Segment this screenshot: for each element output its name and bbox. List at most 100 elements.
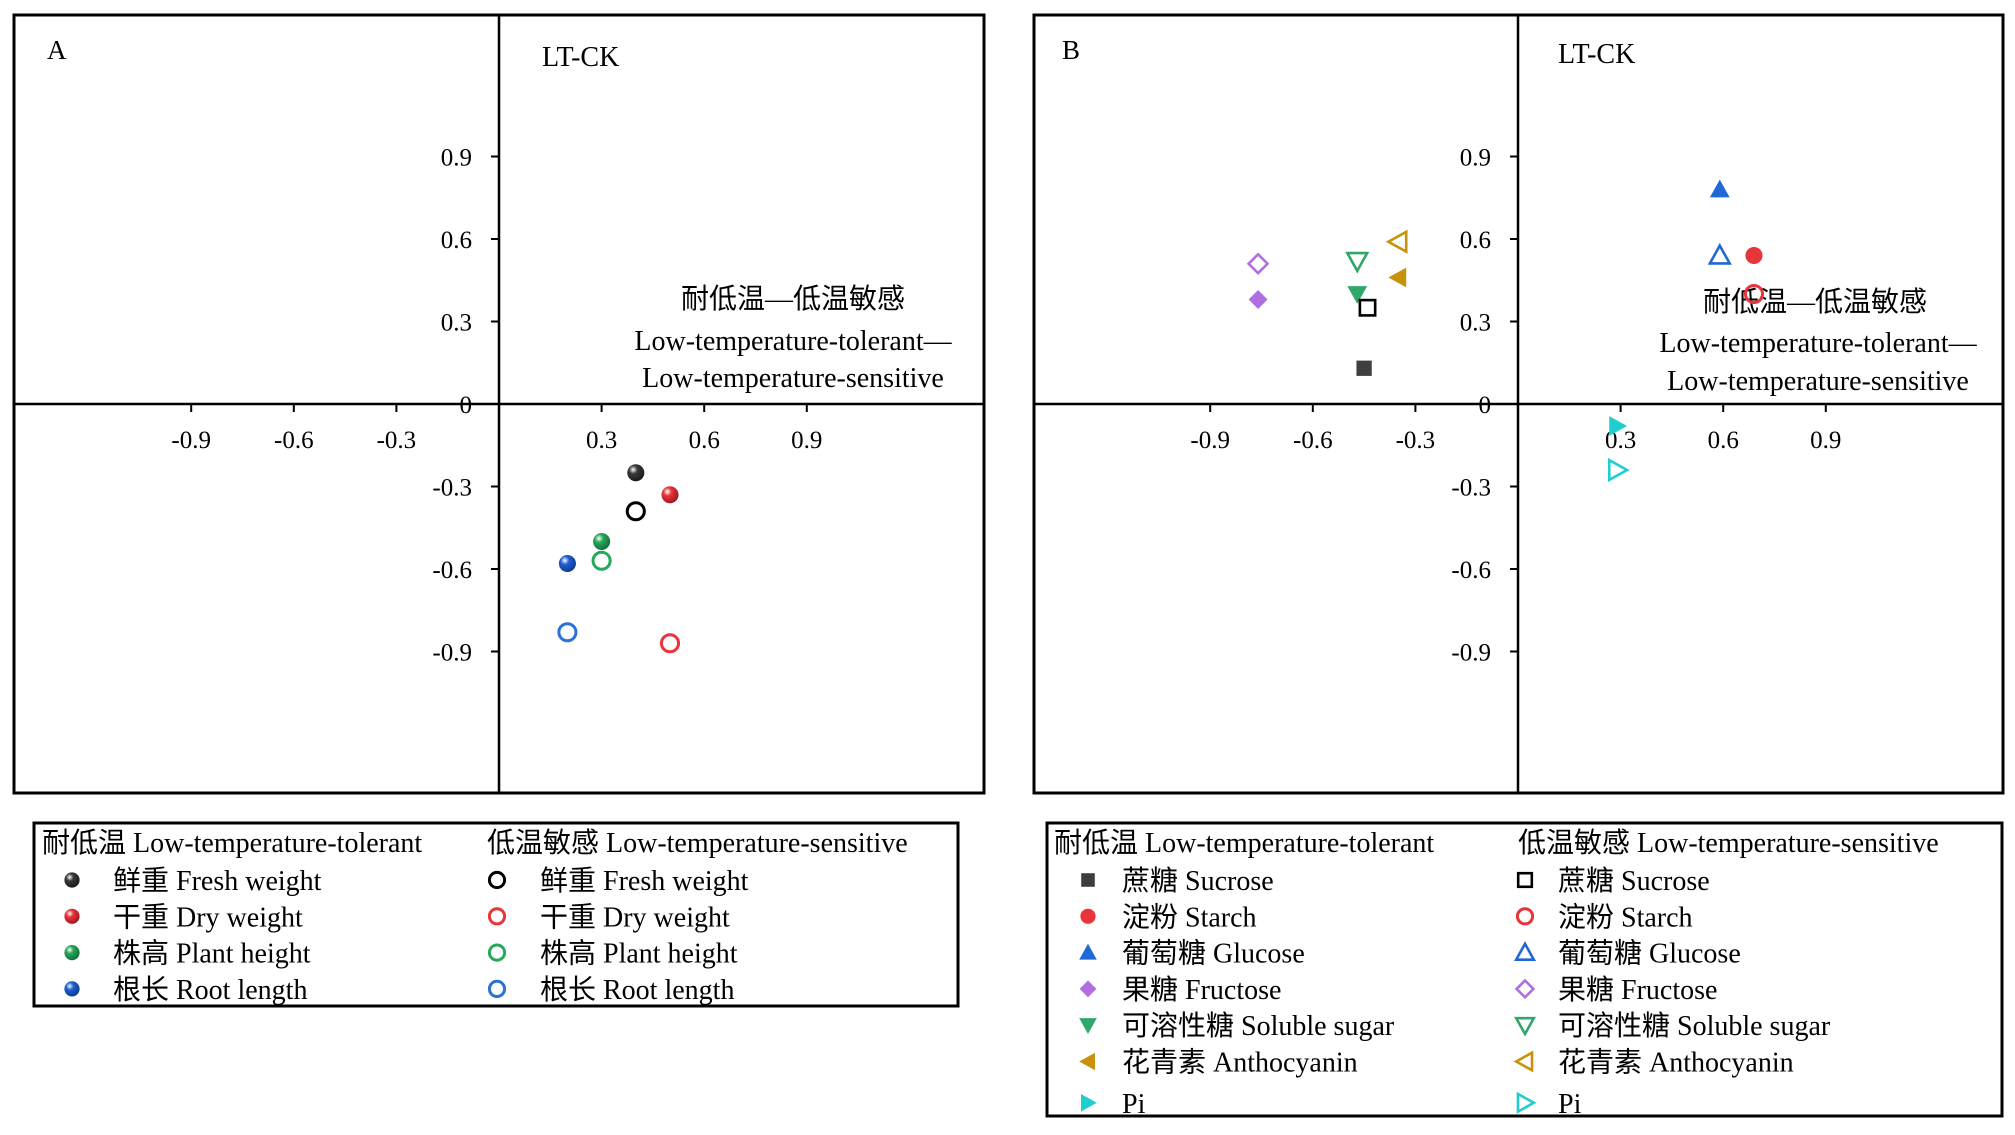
legend-label-sensitive: 可溶性糖 Soluble sugar [1558, 1010, 1831, 1042]
legend-marker-sensitive-anthocyanin [1513, 1050, 1534, 1073]
legend-label-tolerant: 鲜重 Fresh weight [113, 865, 322, 897]
legend-label-sensitive: 果糖 Fructose [1558, 974, 1717, 1006]
x-tick-label: 0.3 [586, 427, 617, 454]
legend-a-items: 鲜重 Fresh weight 干重 Dry weight 株高 Plant hei… [64, 865, 749, 1006]
legend-marker-tolerant-root-length [64, 981, 80, 997]
point-sensitive-dry-weight [659, 633, 681, 654]
point-tolerant-anthocyanin [1388, 267, 1407, 288]
legend-marker-sensitive-soluble-sugar [1513, 1016, 1537, 1037]
point-sensitive-starch [1743, 283, 1765, 305]
y-tick-label: 0 [1479, 392, 1492, 419]
y-tick-label: 0.9 [1460, 145, 1491, 172]
legend-marker-sensitive-plant-height [487, 943, 507, 962]
point-tolerant-soluble-sugar [1347, 286, 1368, 304]
panel-b-annotation-line2: Low-temperature-tolerant— [1659, 328, 1977, 359]
y-tick-label: 0 [460, 392, 473, 419]
legend-b-sensitive-header: 低温敏感 Low-temperature-sensitive [1518, 827, 1939, 859]
panel-b: B LT-CK 耐低温—低温敏感 Low-temperature-toleran… [1032, 13, 2005, 795]
legend-label-sensitive: 干重 Dry weight [540, 901, 730, 933]
legend-a-sensitive-header: 低温敏感 Low-temperature-sensitive [487, 827, 908, 859]
y-tick-label: -0.9 [432, 640, 472, 667]
x-tick-label: 0.9 [791, 427, 822, 454]
legend-b-frame [1045, 821, 2004, 1118]
x-tick-label: -0.9 [171, 427, 211, 454]
legend-marker-sensitive-pi [1516, 1091, 1537, 1114]
legend-b-tolerant-header: 耐低温 Low-temperature-tolerant [1054, 827, 1434, 859]
legend-b: 耐低温 Low-temperature-tolerant 低温敏感 Low-te… [1045, 821, 2004, 1120]
panel-a-annotation-zh: 耐低温—低温敏感 [681, 283, 905, 315]
point-sensitive-soluble-sugar [1345, 251, 1370, 274]
y-tick-label: 0.6 [1460, 227, 1491, 254]
legend-label-tolerant: 根长 Root length [113, 974, 307, 1006]
x-tick-label: 0.6 [1708, 427, 1739, 454]
point-sensitive-plant-height [591, 550, 612, 571]
point-sensitive-root-length [557, 622, 578, 643]
legend-label-sensitive: Pi [1558, 1089, 1582, 1120]
y-tick-label: 0.9 [441, 145, 472, 172]
panel-a-corner-label: LT-CK [542, 42, 619, 73]
legend-marker-sensitive-sucrose [1516, 871, 1534, 889]
point-sensitive-fructose [1246, 252, 1270, 276]
legend-marker-tolerant-sucrose [1081, 873, 1095, 887]
panel-b-annotation-zh: 耐低温—低温敏感 [1703, 286, 1927, 318]
legend-a: 耐低温 Low-temperature-tolerant 低温敏感 Low-te… [32, 821, 960, 1008]
x-tick-label: -0.3 [1396, 427, 1436, 454]
point-tolerant-fructose [1248, 290, 1268, 309]
legend-label-tolerant: Pi [1122, 1089, 1146, 1120]
point-tolerant-pi [1609, 416, 1628, 436]
y-tick-label: -0.6 [1451, 557, 1491, 584]
panel-b-annotation: 耐低温—低温敏感 Low-temperature-tolerant— Low-t… [1659, 286, 1977, 397]
point-sensitive-pi [1607, 457, 1630, 483]
panel-b-corner-label: LT-CK [1558, 39, 1635, 70]
legend-marker-tolerant-fresh-weight [64, 872, 80, 888]
point-tolerant-starch [1745, 246, 1763, 265]
panel-a-annotation: 耐低温—低温敏感 Low-temperature-tolerant— Low-t… [634, 283, 952, 394]
panel-b-y-ticks: 0.9 0.6 0.3 0 -0.3 -0.6 -0.9 [1451, 145, 1518, 667]
x-tick-label: 0.6 [689, 427, 720, 454]
point-sensitive-anthocyanin [1385, 229, 1408, 254]
panel-b-annotation-line3: Low-temperature-sensitive [1667, 366, 1969, 397]
legend-label-tolerant: 株高 Plant height [113, 938, 311, 970]
legend-label-sensitive: 鲜重 Fresh weight [540, 865, 749, 897]
point-sensitive-sucrose [1358, 298, 1377, 317]
legend-label-tolerant: 葡萄糖 Glucose [1122, 938, 1305, 970]
panel-b-letter: B [1062, 35, 1080, 65]
legend-marker-tolerant-pi [1080, 1094, 1097, 1112]
legend-a-frame [32, 821, 960, 1008]
legend-marker-sensitive-root-length [487, 979, 507, 999]
legend-marker-sensitive-glucose [1513, 941, 1537, 961]
legend-label-tolerant: 花青素 Anthocyanin [1122, 1047, 1358, 1079]
y-tick-label: -0.3 [432, 475, 472, 502]
legend-label-sensitive: 淀粉 Starch [1558, 901, 1693, 933]
panel-a-x-ticks: -0.9 -0.6 -0.3 0.3 0.6 0.9 [171, 404, 822, 454]
legend-marker-sensitive-fructose [1514, 978, 1536, 1000]
point-sensitive-glucose [1707, 242, 1732, 265]
legend-marker-tolerant-plant-height [64, 945, 80, 961]
panel-a-annotation-line2: Low-temperature-tolerant— [634, 326, 952, 357]
y-tick-label: -0.3 [1451, 475, 1491, 502]
legend-label-sensitive: 花青素 Anthocyanin [1558, 1047, 1794, 1079]
legend-marker-tolerant-fructose [1079, 980, 1097, 998]
legend-marker-sensitive-starch [1515, 907, 1535, 926]
legend-label-sensitive: 葡萄糖 Glucose [1558, 938, 1741, 970]
point-tolerant-fresh-weight [627, 464, 645, 482]
legend-a-tolerant-header: 耐低温 Low-temperature-tolerant [42, 827, 422, 859]
panel-a-letter: A [47, 35, 67, 65]
y-tick-label: -0.9 [1451, 640, 1491, 667]
y-tick-label: -0.6 [432, 557, 472, 584]
y-tick-label: 0.3 [1460, 310, 1491, 337]
legend-marker-tolerant-dry-weight [64, 908, 80, 924]
point-tolerant-glucose [1709, 179, 1730, 198]
panel-a-y-ticks: 0.9 0.6 0.3 0 -0.3 -0.6 -0.9 [432, 145, 499, 667]
legend-b-items: 蔗糖 Sucrose 淀粉 Starch 葡萄糖 Glucose 果糖 Fructos… [1079, 865, 1831, 1120]
legend-marker-tolerant-anthocyanin [1079, 1052, 1096, 1071]
legend-marker-sensitive-dry-weight [487, 907, 507, 926]
panel-a: A LT-CK 耐低温—低温敏感 Low-temperature-toleran… [12, 13, 986, 795]
panel-a-points [557, 464, 681, 654]
legend-label-tolerant: 蔗糖 Sucrose [1122, 865, 1274, 897]
legend-label-tolerant: 可溶性糖 Soluble sugar [1122, 1010, 1395, 1042]
legend-marker-tolerant-glucose [1079, 943, 1097, 960]
y-tick-label: 0.6 [441, 227, 472, 254]
x-tick-label: -0.3 [377, 427, 417, 454]
legend-marker-sensitive-fresh-weight [487, 870, 507, 890]
